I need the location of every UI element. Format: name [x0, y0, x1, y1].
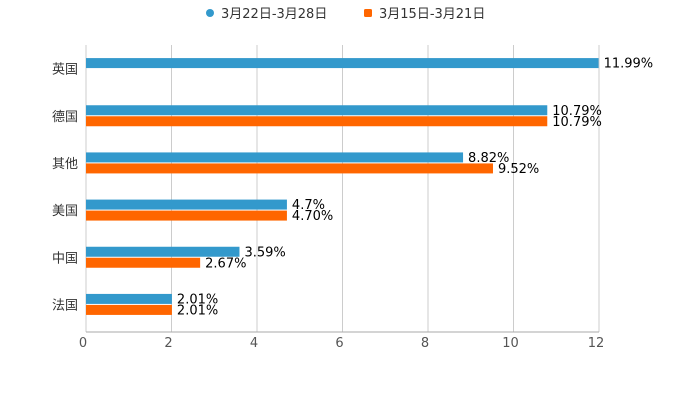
category-label: 德国: [52, 110, 78, 125]
data-label: 2.67%: [205, 256, 246, 271]
category-label: 法国: [52, 298, 78, 313]
x-tick-label: 2: [164, 336, 172, 351]
data-label: 2.01%: [177, 292, 218, 307]
category-label: 英国: [52, 63, 78, 78]
data-label: 3.59%: [244, 245, 285, 260]
bar-series-2: [86, 210, 287, 221]
data-label: 10.79%: [552, 104, 602, 119]
bar-series-1: [86, 246, 240, 257]
legend-marker-series-1: [206, 9, 214, 17]
bar-series-1: [86, 105, 548, 116]
bar-series-1: [86, 199, 287, 210]
x-tick-label: 10: [502, 336, 519, 351]
category-label: 美国: [52, 204, 78, 219]
legend-label: 3月22日-3月28日: [221, 7, 327, 22]
bar-series-2: [86, 163, 493, 174]
x-tick-label: 8: [421, 336, 429, 351]
category-label: 其他: [52, 157, 78, 172]
bar-series-1: [86, 58, 599, 69]
bar-series-2: [86, 116, 548, 127]
legend-label: 3月15日-3月21日: [379, 7, 485, 22]
data-label: 10.79%: [552, 115, 602, 130]
x-tick-label: 12: [588, 336, 605, 351]
x-tick-label: 0: [79, 336, 87, 351]
data-label: 2.01%: [177, 303, 218, 318]
bar-series-2: [86, 257, 201, 268]
data-label: 8.82%: [468, 151, 509, 166]
category-label: 中国: [52, 251, 78, 266]
bar-series-1: [86, 152, 464, 163]
x-tick-label: 4: [250, 336, 258, 351]
legend-marker-series-2: [364, 9, 372, 17]
data-label: 11.99%: [604, 57, 654, 72]
data-label: 4.7%: [292, 198, 325, 213]
data-label: 4.70%: [292, 209, 333, 224]
bar-series-2: [86, 304, 172, 315]
bar-series-1: [86, 293, 172, 304]
data-label: 9.52%: [498, 162, 539, 177]
x-tick-label: 6: [335, 336, 343, 351]
